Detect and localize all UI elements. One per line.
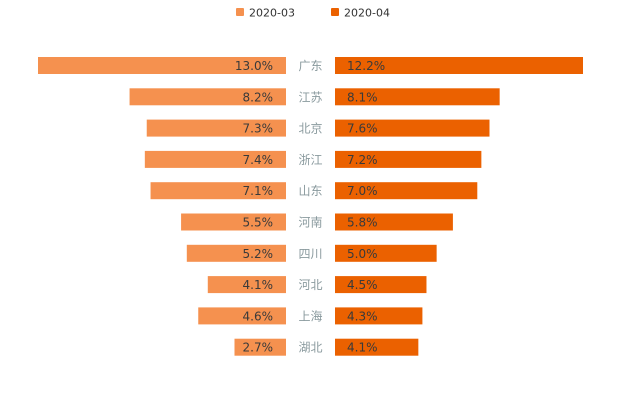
category-label: 河南 — [298, 215, 322, 230]
bar-label-left: 8.2% — [243, 90, 274, 104]
category-label: 上海 — [298, 308, 322, 323]
bar-left-湖北 — [234, 338, 286, 356]
bar-left-广东 — [38, 57, 286, 74]
bar-left-上海 — [198, 307, 286, 325]
bar-label-left: 7.3% — [243, 122, 274, 136]
category-label: 北京 — [298, 122, 322, 136]
bar-label-left: 7.4% — [243, 153, 274, 167]
category-label: 浙江 — [298, 153, 322, 167]
bar-left-河北 — [207, 276, 286, 294]
bar-label-left: 5.2% — [243, 247, 274, 261]
category-label: 广东 — [298, 59, 322, 73]
bar-label-right: 5.0% — [347, 247, 378, 261]
category-label: 四川 — [298, 247, 322, 261]
legend-label-2020-04: 2020-04 — [344, 7, 390, 20]
bar-label-left: 7.1% — [243, 184, 274, 198]
bar-label-right: 7.0% — [347, 184, 378, 198]
bar-left-浙江 — [144, 150, 286, 168]
bar-right-江苏 — [335, 88, 500, 106]
bar-right-河南 — [335, 213, 453, 231]
bar-label-right: 7.6% — [347, 122, 378, 136]
bar-right-湖北 — [335, 338, 419, 356]
category-label: 江苏 — [298, 90, 322, 104]
bar-left-河南 — [181, 213, 286, 231]
category-label: 山东 — [298, 184, 322, 198]
bar-left-四川 — [186, 244, 286, 262]
bar-label-left: 4.6% — [243, 309, 274, 323]
bar-label-right: 4.3% — [347, 309, 378, 323]
bar-right-广东 — [335, 57, 583, 74]
legend-marker-2020-04 — [331, 8, 339, 16]
bar-label-right: 12.2% — [347, 59, 385, 73]
legend-marker-2020-03 — [236, 8, 244, 16]
bar-left-江苏 — [129, 88, 286, 106]
bar-label-left: 2.7% — [243, 341, 274, 355]
bar-label-left: 5.5% — [243, 216, 274, 230]
bar-right-北京 — [335, 119, 490, 137]
category-label: 河北 — [298, 278, 322, 292]
bar-label-right: 7.2% — [347, 153, 378, 167]
bar-right-山东 — [335, 182, 478, 200]
bar-label-right: 8.1% — [347, 90, 378, 104]
bar-label-left: 13.0% — [235, 59, 273, 73]
bar-label-left: 4.1% — [243, 278, 274, 292]
category-label: 湖北 — [298, 340, 322, 355]
bar-label-right: 5.8% — [347, 216, 378, 230]
bar-right-浙江 — [335, 150, 482, 168]
bar-right-四川 — [335, 244, 437, 262]
bar-label-right: 4.1% — [347, 341, 378, 355]
bar-label-right: 4.5% — [347, 278, 378, 292]
bar-right-河北 — [335, 276, 427, 294]
legend-label-2020-03: 2020-03 — [249, 7, 295, 20]
bar-right-上海 — [335, 307, 423, 325]
bar-left-北京 — [146, 119, 286, 137]
bar-left-山东 — [150, 182, 286, 200]
